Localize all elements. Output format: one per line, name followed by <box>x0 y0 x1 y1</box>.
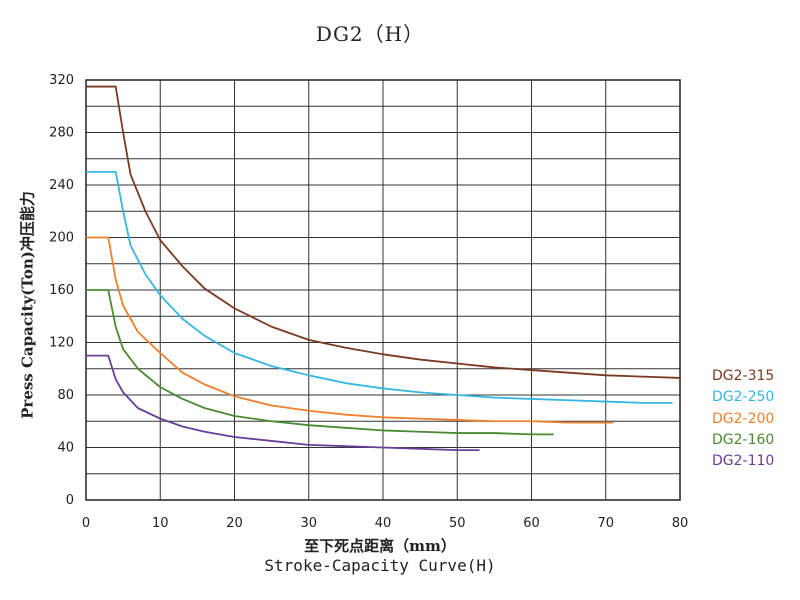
y-tick-label: 160 <box>49 283 74 298</box>
y-tick-label: 240 <box>49 178 74 193</box>
y-tick-label: 40 <box>57 441 74 456</box>
x-tick-label: 70 <box>597 516 614 531</box>
series-line-dg2-200 <box>86 236 614 424</box>
y-axis-label: Press Capacity(Ton)冲压能力 <box>18 191 37 419</box>
y-tick-label: 280 <box>49 126 74 141</box>
series-line-dg2-110 <box>86 354 480 452</box>
x-tick-label: 80 <box>672 516 689 531</box>
y-tick-label: 120 <box>49 336 74 351</box>
y-tick-label: 0 <box>66 493 74 508</box>
series-line-dg2-250 <box>86 170 673 404</box>
x-tick-label: 10 <box>152 516 169 531</box>
x-axis-label-chinese: 至下死点距离（mm） <box>304 537 456 555</box>
series-line-dg2-160 <box>86 289 554 436</box>
series-line-dg2-315 <box>86 85 681 379</box>
legend-item-dg2-110: DG2-110 <box>712 453 775 470</box>
x-axis-label-english: Stroke-Capacity Curve(H) <box>264 556 496 575</box>
x-tick-label: 50 <box>449 516 466 531</box>
x-tick-label: 40 <box>375 516 392 531</box>
chart-title: DG2（H） <box>315 22 425 46</box>
legend-item-dg2-250: DG2-250 <box>712 389 775 406</box>
x-tick-label: 30 <box>300 516 317 531</box>
legend-item-dg2-200: DG2-200 <box>712 410 775 427</box>
y-tick-label: 200 <box>49 231 74 246</box>
x-tick-label: 0 <box>82 516 90 531</box>
legend-item-dg2-315: DG2-315 <box>712 368 775 384</box>
legend-item-dg2-160: DG2-160 <box>712 431 775 448</box>
y-tick-label: 80 <box>57 388 74 403</box>
y-tick-label: 320 <box>49 73 74 88</box>
x-tick-label: 20 <box>226 516 243 531</box>
legend: DG2-315 DG2-250 DG2-200 DG2-160 DG2-110 <box>712 366 774 472</box>
x-tick-label: 60 <box>523 516 540 531</box>
